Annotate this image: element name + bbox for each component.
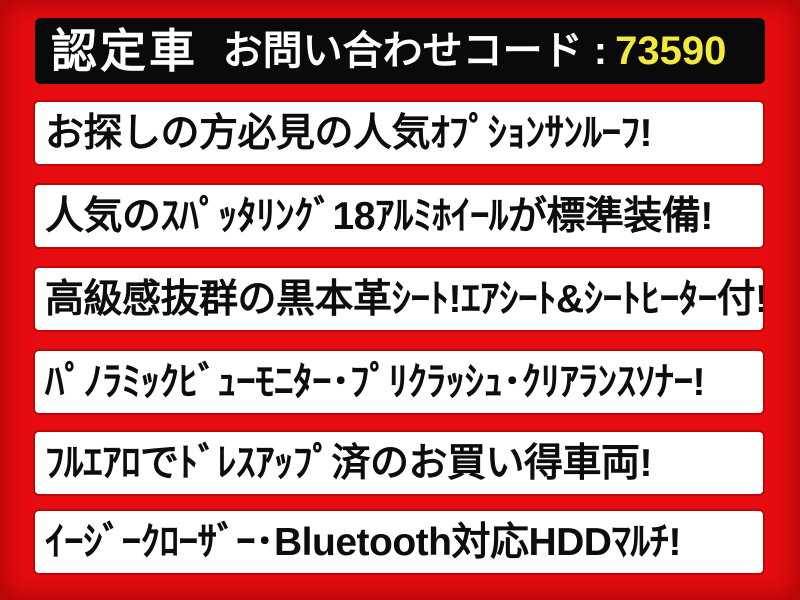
feature-banner-text: ﾊﾟﾉﾗﾐｯｸﾋﾞｭｰﾓﾆﾀｰ･ﾌﾟﾘｸﾗｯｼｭ･ｸﾘｱﾗﾝｽｿﾅｰ! xyxy=(45,360,706,404)
feature-banner-text: お探しの方必見の人気ｵﾌﾟｼｮﾝｻﾝﾙｰﾌ! xyxy=(45,111,653,155)
feature-banner-text: ｲｰｼﾞｰｸﾛｰｻﾞｰ･Bluetooth対応HDDﾏﾙﾁ! xyxy=(45,520,681,564)
inquiry-code-value: 73590 xyxy=(615,29,727,73)
feature-banner-leather-seats: 高級感抜群の黒本革ｼｰﾄ!ｴｱｼｰﾄ&ｼｰﾄﾋｰﾀｰ付! xyxy=(33,266,765,332)
feature-banner-sunroof: お探しの方必見の人気ｵﾌﾟｼｮﾝｻﾝﾙｰﾌ! xyxy=(33,100,765,166)
inquiry-code-group: お問い合わせコード : 73590 xyxy=(223,31,741,71)
feature-banner-safety-monitor: ﾊﾟﾉﾗﾐｯｸﾋﾞｭｰﾓﾆﾀｰ･ﾌﾟﾘｸﾗｯｼｭ･ｸﾘｱﾗﾝｽｿﾅｰ! xyxy=(33,349,765,415)
header-bar: 認定車 お問い合わせコード : 73590 xyxy=(35,18,765,84)
feature-banner-wheels: 人気のｽﾊﾟｯﾀﾘﾝｸﾞ18ｱﾙﾐﾎｲｰﾙが標準装備! xyxy=(33,183,765,249)
feature-banner-bluetooth-hdd: ｲｰｼﾞｰｸﾛｰｻﾞｰ･Bluetooth対応HDDﾏﾙﾁ! xyxy=(33,509,765,575)
feature-banner-aero-dressup: ﾌﾙｴｱﾛでﾄﾞﾚｽｱｯﾌﾟ済のお買い得車両! xyxy=(33,430,765,496)
inquiry-code-label: お問い合わせコード : xyxy=(222,29,608,73)
feature-banner-text: 高級感抜群の黒本革ｼｰﾄ!ｴｱｼｰﾄ&ｼｰﾄﾋｰﾀｰ付! xyxy=(45,277,765,321)
feature-banner-text: ﾌﾙｴｱﾛでﾄﾞﾚｽｱｯﾌﾟ済のお買い得車両! xyxy=(45,441,653,485)
certified-car-badge: 認定車 xyxy=(51,25,198,77)
feature-banner-text: 人気のｽﾊﾟｯﾀﾘﾝｸﾞ18ｱﾙﾐﾎｲｰﾙが標準装備! xyxy=(45,194,713,238)
